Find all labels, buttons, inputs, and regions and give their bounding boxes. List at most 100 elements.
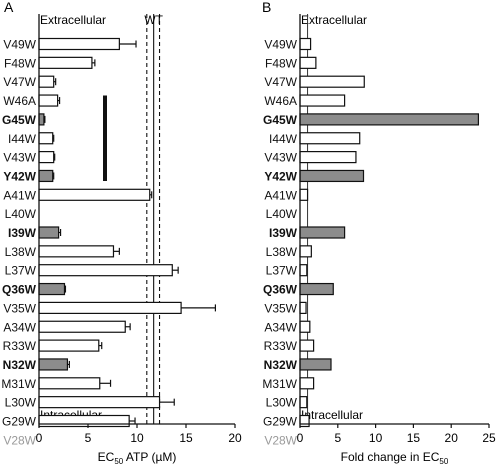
category-label: L30W: [5, 396, 37, 410]
category-label: A41W: [3, 188, 36, 202]
category-label: F48W: [265, 56, 298, 70]
category-label: V47W: [264, 75, 297, 89]
bar: [38, 132, 54, 145]
bar: [299, 282, 334, 296]
category-label: Q36W: [263, 283, 298, 297]
category-label: N32W: [3, 358, 37, 372]
x-tick-label: 20: [228, 431, 242, 445]
category-label: M31W: [1, 377, 36, 391]
bar: [299, 414, 310, 428]
category-label: L40W: [5, 207, 37, 221]
x-tick-label: 5: [85, 431, 92, 445]
bar: [299, 377, 315, 390]
category-label: L40W: [266, 207, 298, 221]
bar: [38, 151, 55, 164]
bar: [38, 75, 55, 88]
x-tick-label: 15: [179, 431, 193, 445]
bar: [299, 264, 308, 277]
category-label: V35W: [3, 301, 36, 315]
bar: [299, 169, 365, 183]
x-axis-title-subscript: 50: [439, 457, 448, 466]
x-axis-title: EC50 ATP (µM): [98, 450, 177, 466]
category-label: N32W: [264, 358, 298, 372]
panel-label: A: [4, 0, 14, 15]
bar: [38, 226, 60, 239]
extracellular-label: Extracellular: [301, 13, 367, 27]
category-label: L30W: [266, 396, 298, 410]
panel-b-chart: B Extracellular Intracellular V49W F48W V47W W…: [262, 0, 496, 466]
category-label: L37W: [5, 264, 37, 278]
bar: [38, 320, 126, 333]
bar: [299, 339, 315, 352]
category-label: W46A: [3, 94, 36, 108]
category-label: Y42W: [3, 169, 36, 183]
bar: [38, 414, 130, 428]
x-tick-label: 10: [130, 431, 144, 445]
x-tick-label: 10: [369, 431, 383, 445]
bar: [299, 94, 346, 107]
category-label: I44W: [269, 132, 298, 146]
bar: [299, 151, 357, 164]
category-label: G29W: [263, 415, 298, 429]
category-label: I44W: [8, 132, 37, 146]
bar: [299, 245, 312, 258]
category-label: A34W: [3, 320, 36, 334]
x-axis-title-main: Fold change in EC: [341, 450, 440, 464]
category-label: V49W: [3, 38, 36, 52]
bar: [38, 245, 115, 258]
category-label: G45W: [2, 113, 37, 127]
category-label: W46A: [264, 94, 297, 108]
bar: [38, 56, 93, 69]
x-tick-label: 5: [334, 431, 341, 445]
category-label: V28W: [3, 433, 36, 447]
category-label: G45W: [263, 113, 298, 127]
category-label: R33W: [3, 339, 37, 353]
category-label: G29W: [2, 415, 37, 429]
category-label: Y42W: [264, 169, 297, 183]
bar: [38, 37, 120, 51]
category-label: R33W: [264, 339, 298, 353]
x-axis-title: Fold change in EC50: [341, 450, 449, 466]
category-label: I39W: [8, 226, 37, 240]
category-label: A41W: [264, 188, 297, 202]
bar: [299, 75, 365, 88]
category-label: M31W: [262, 377, 297, 391]
x-axis-title-main: EC: [98, 450, 115, 464]
bar: [38, 264, 173, 277]
bar: [38, 339, 100, 352]
bar: [38, 377, 101, 390]
x-tick-label: 0: [297, 431, 304, 445]
bar: [299, 320, 311, 333]
x-axis-title-subscript: 50: [114, 457, 123, 466]
bar: [38, 358, 69, 371]
category-label: F48W: [4, 56, 37, 70]
bar: [38, 188, 151, 201]
category-label: V47W: [3, 75, 36, 89]
category-label: L37W: [266, 264, 298, 278]
category-label: V43W: [264, 151, 297, 165]
bar: [299, 56, 317, 69]
x-tick-label: 25: [482, 431, 496, 445]
category-label: L38W: [5, 245, 37, 259]
wt-label: WT: [144, 13, 163, 27]
bar: [299, 226, 346, 239]
category-label: A34W: [264, 320, 297, 334]
x-tick-label: 0: [36, 431, 43, 445]
category-label: V35W: [264, 301, 297, 315]
bar: [299, 301, 307, 314]
bar: [38, 94, 59, 107]
bar: [38, 396, 161, 409]
bar: [299, 37, 312, 51]
category-label: Q36W: [2, 283, 37, 297]
x-axis-title-unit: ATP (µM): [123, 450, 176, 464]
panel-a-chart: AExtracellularIntracellularWTV49WF48WV47…: [1, 0, 242, 466]
category-label: L38W: [266, 245, 298, 259]
bar: [38, 282, 66, 296]
category-label: V28W: [264, 433, 297, 447]
x-tick-label: 15: [407, 431, 421, 445]
extracellular-label: Extracellular: [40, 13, 106, 27]
bar: [38, 301, 182, 314]
bar: [299, 113, 480, 126]
x-tick-label: 20: [445, 431, 459, 445]
intracellular-label: Intracellular: [301, 408, 363, 422]
